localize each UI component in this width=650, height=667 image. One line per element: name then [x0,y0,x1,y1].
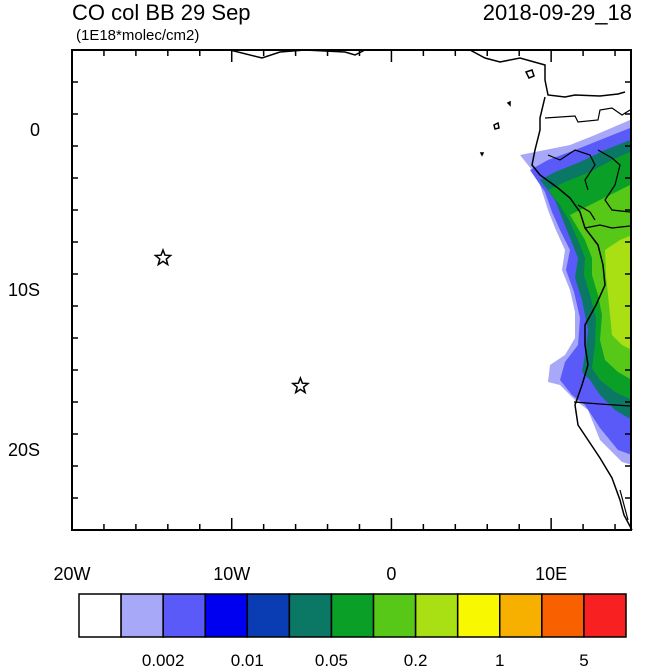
lat-tick-label: 10S [8,280,40,300]
border-gabon-congo [547,149,596,191]
colorbar-box [541,593,585,638]
axis-labels: 20W 10W 0 10E 0 10S 20S [8,120,567,584]
map-title: CO col BB 29 Sep [72,0,251,25]
colorbar-box [288,593,333,638]
colorbar-box [120,593,164,638]
lon-tick-label: 10W [213,564,250,584]
border-congo-drc [597,149,631,213]
border-drc-angola [584,224,631,229]
colorbar-box [204,593,249,638]
plume-layer-yellowgreen [605,235,632,350]
country-borders [544,107,631,521]
colorbar-box [456,593,501,638]
border-angola-namibia [573,401,631,407]
annobon-island [479,152,485,157]
border-namibia-sa [619,489,629,521]
gulf-of-guinea-coast [531,96,633,531]
lat-tick-label: 20S [8,440,40,460]
colorbar-box [414,593,459,638]
border-cameroon-gabon [544,107,631,123]
units-label: (1E18*molec/cm2) [76,27,200,44]
bioko-island [524,69,535,79]
co-plume-field [520,120,632,465]
colorbar-box [162,593,206,638]
colorbar-label: 0.05 [315,651,348,667]
site-markers [153,247,310,395]
colorbar-box [583,593,627,638]
lat-tick-label: 0 [30,120,40,140]
west-africa-coast [72,49,626,98]
colorbar-label: 0.2 [404,651,428,667]
principe-island [506,100,511,107]
colorbar-label: 5 [579,651,588,667]
lon-tick-label: 0 [386,564,396,584]
colorbar-box [78,593,122,638]
timestamp-label: 2018-09-29_18 [482,0,632,25]
lon-tick-label: 10E [535,564,567,584]
colorbar-box [246,593,291,638]
axis-ticks [71,49,631,531]
colorbar: 0.002 0.01 0.05 0.2 1 5 [78,593,627,667]
colorbar-label: 0.01 [231,651,264,667]
sao-tome-island [493,121,500,130]
colorbar-box [372,593,417,638]
colorbar-label: 0.002 [142,651,185,667]
coastline [72,49,633,531]
border-cabinda [577,204,596,221]
colorbar-label: 1 [495,651,504,667]
star-marker-2 [290,375,310,395]
lon-tick-label: 20W [53,564,90,584]
colorbar-box [499,593,543,638]
plot-frame [71,49,632,531]
star-marker-1 [153,247,173,267]
colorbar-box [330,593,375,638]
